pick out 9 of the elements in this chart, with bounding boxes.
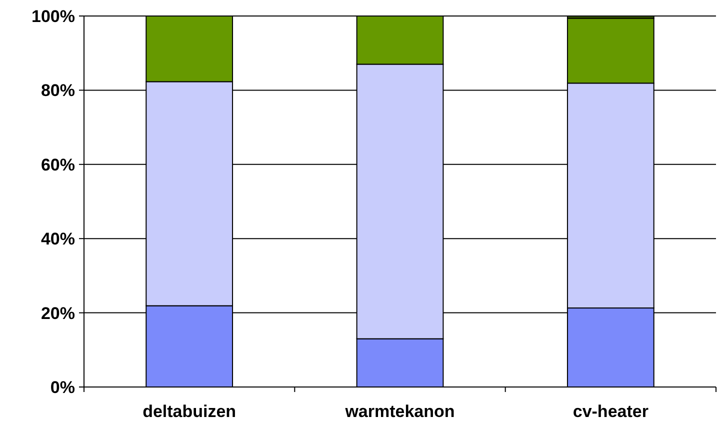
y-tick-label: 80% <box>40 81 75 100</box>
x-tick-label: cv-heater <box>572 402 649 421</box>
x-tick-label: warmtekanon <box>344 402 455 421</box>
x-tick-label: deltabuizen <box>142 402 236 421</box>
y-tick-label: 40% <box>40 230 75 249</box>
y-tick-label: 0% <box>50 378 75 397</box>
y-tick-label: 60% <box>40 155 75 174</box>
y-tick-label: 20% <box>40 304 75 323</box>
y-tick-label: 100% <box>32 6 75 26</box>
